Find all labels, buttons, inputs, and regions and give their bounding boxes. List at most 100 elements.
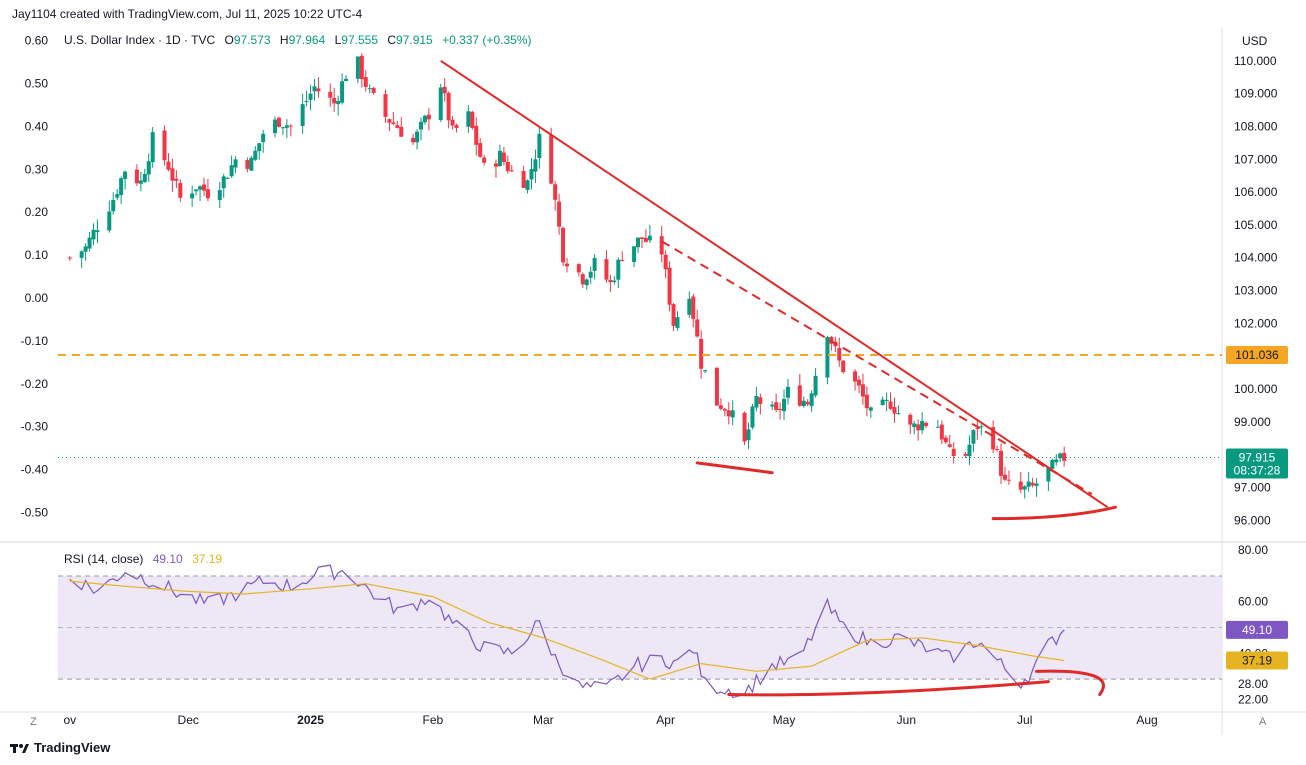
time-axis-tick: Aug <box>1136 713 1157 727</box>
candle-body <box>493 163 498 167</box>
candle-body <box>276 117 281 127</box>
candle-body <box>150 132 155 163</box>
candle-body <box>509 170 514 172</box>
candle-body <box>198 186 203 190</box>
candle-body <box>391 122 396 124</box>
change-value: +0.337 (+0.35%) <box>442 33 532 47</box>
candle-body <box>860 384 865 397</box>
price-axis-tick: 102.000 <box>1234 316 1278 330</box>
candle-body <box>505 161 510 172</box>
rsi-value-tag: 49.10 <box>1242 623 1272 637</box>
candle-body <box>91 229 96 240</box>
auto-scale-button[interactable]: A <box>1259 716 1267 728</box>
candle-body <box>482 157 487 163</box>
candle-body <box>359 55 364 80</box>
candle-body <box>300 104 305 127</box>
candle-body <box>868 407 873 411</box>
candle-body <box>995 448 1000 450</box>
candle-body <box>253 150 258 160</box>
candle-body <box>809 393 814 407</box>
candle-body <box>288 125 293 127</box>
percent-axis-tick: 0.60 <box>25 34 49 48</box>
percent-axis-tick: -0.10 <box>21 334 49 348</box>
candle-body <box>1058 453 1063 459</box>
candle-body <box>1030 482 1035 486</box>
candle-body <box>225 177 230 179</box>
candle-body <box>659 236 664 255</box>
candle-body <box>454 125 459 128</box>
candle-body <box>805 401 810 405</box>
candle-body <box>726 410 731 417</box>
candle-body <box>588 271 593 278</box>
candle-body <box>415 131 420 143</box>
candle-body <box>162 130 167 161</box>
candle-body <box>636 237 641 248</box>
candle-body <box>205 189 210 199</box>
candle-body <box>332 97 337 104</box>
candle-body <box>853 371 858 382</box>
candle-body <box>553 184 558 200</box>
rsi-legend-label: RSI (14, close) <box>64 552 144 566</box>
candle-body <box>363 77 368 87</box>
candle-body <box>450 119 455 126</box>
candle-body <box>1046 467 1051 482</box>
candle-body <box>884 400 889 402</box>
tradingview-logo: TradingView <box>10 740 110 755</box>
candle-body <box>466 111 471 127</box>
candle-body <box>580 274 585 285</box>
price-axis-tick: 108.000 <box>1234 119 1278 133</box>
candle-body <box>758 397 763 404</box>
currency-label[interactable]: USD <box>1242 34 1268 48</box>
symbol-name: U.S. Dollar Index · 1D · TVC <box>64 33 216 47</box>
candle-body <box>663 254 668 270</box>
candle-body <box>639 237 644 239</box>
candle-body <box>233 159 238 168</box>
rsi-line <box>69 564 1065 699</box>
candle-body <box>856 379 861 386</box>
candle-body <box>951 448 956 456</box>
last-price-tag-bg <box>1226 448 1288 479</box>
candle-body <box>79 251 84 258</box>
level-price-tag: 101.036 <box>1235 348 1279 362</box>
candle-body <box>478 143 483 157</box>
time-axis-tick: Dec <box>178 713 199 727</box>
candle-body <box>367 88 372 90</box>
candle-body <box>647 235 652 241</box>
candle-body <box>123 171 128 179</box>
price-axis-tick: 106.000 <box>1234 185 1278 199</box>
rsi-legend: RSI (14, close) 49.10 37.19 <box>64 552 222 566</box>
time-axis-tick: Mar <box>533 713 554 727</box>
candle-body <box>1062 452 1067 461</box>
candle-body <box>399 126 404 137</box>
candle-body <box>718 405 723 409</box>
candle-body <box>355 56 360 79</box>
open-label: O <box>224 33 234 47</box>
candle-body <box>979 426 984 428</box>
candle-body <box>825 336 830 378</box>
candle-body <box>1018 481 1023 490</box>
candle-body <box>691 296 696 319</box>
time-axis-tick: May <box>773 713 796 727</box>
candle-body <box>722 408 727 411</box>
candle-body <box>87 237 92 249</box>
candle-body <box>438 87 443 121</box>
candle-body <box>1026 481 1031 487</box>
april-low-marker <box>695 461 774 475</box>
rsi-ma-value-tag: 37.19 <box>1242 654 1272 668</box>
candle-body <box>896 413 901 415</box>
candle-body <box>643 237 648 242</box>
zoom-reset-button[interactable]: Z <box>30 716 37 728</box>
price-axis-tick: 96.000 <box>1234 513 1271 527</box>
candle-body <box>576 264 581 273</box>
candle-body <box>675 317 680 328</box>
time-axis-tick: 2025 <box>297 713 324 727</box>
candle-body <box>194 189 199 192</box>
candle-body <box>170 168 175 181</box>
candle-body <box>616 259 621 280</box>
low-label: L <box>334 33 342 47</box>
candles <box>67 53 1067 499</box>
candle-body <box>529 169 534 180</box>
candle-body <box>178 183 183 198</box>
